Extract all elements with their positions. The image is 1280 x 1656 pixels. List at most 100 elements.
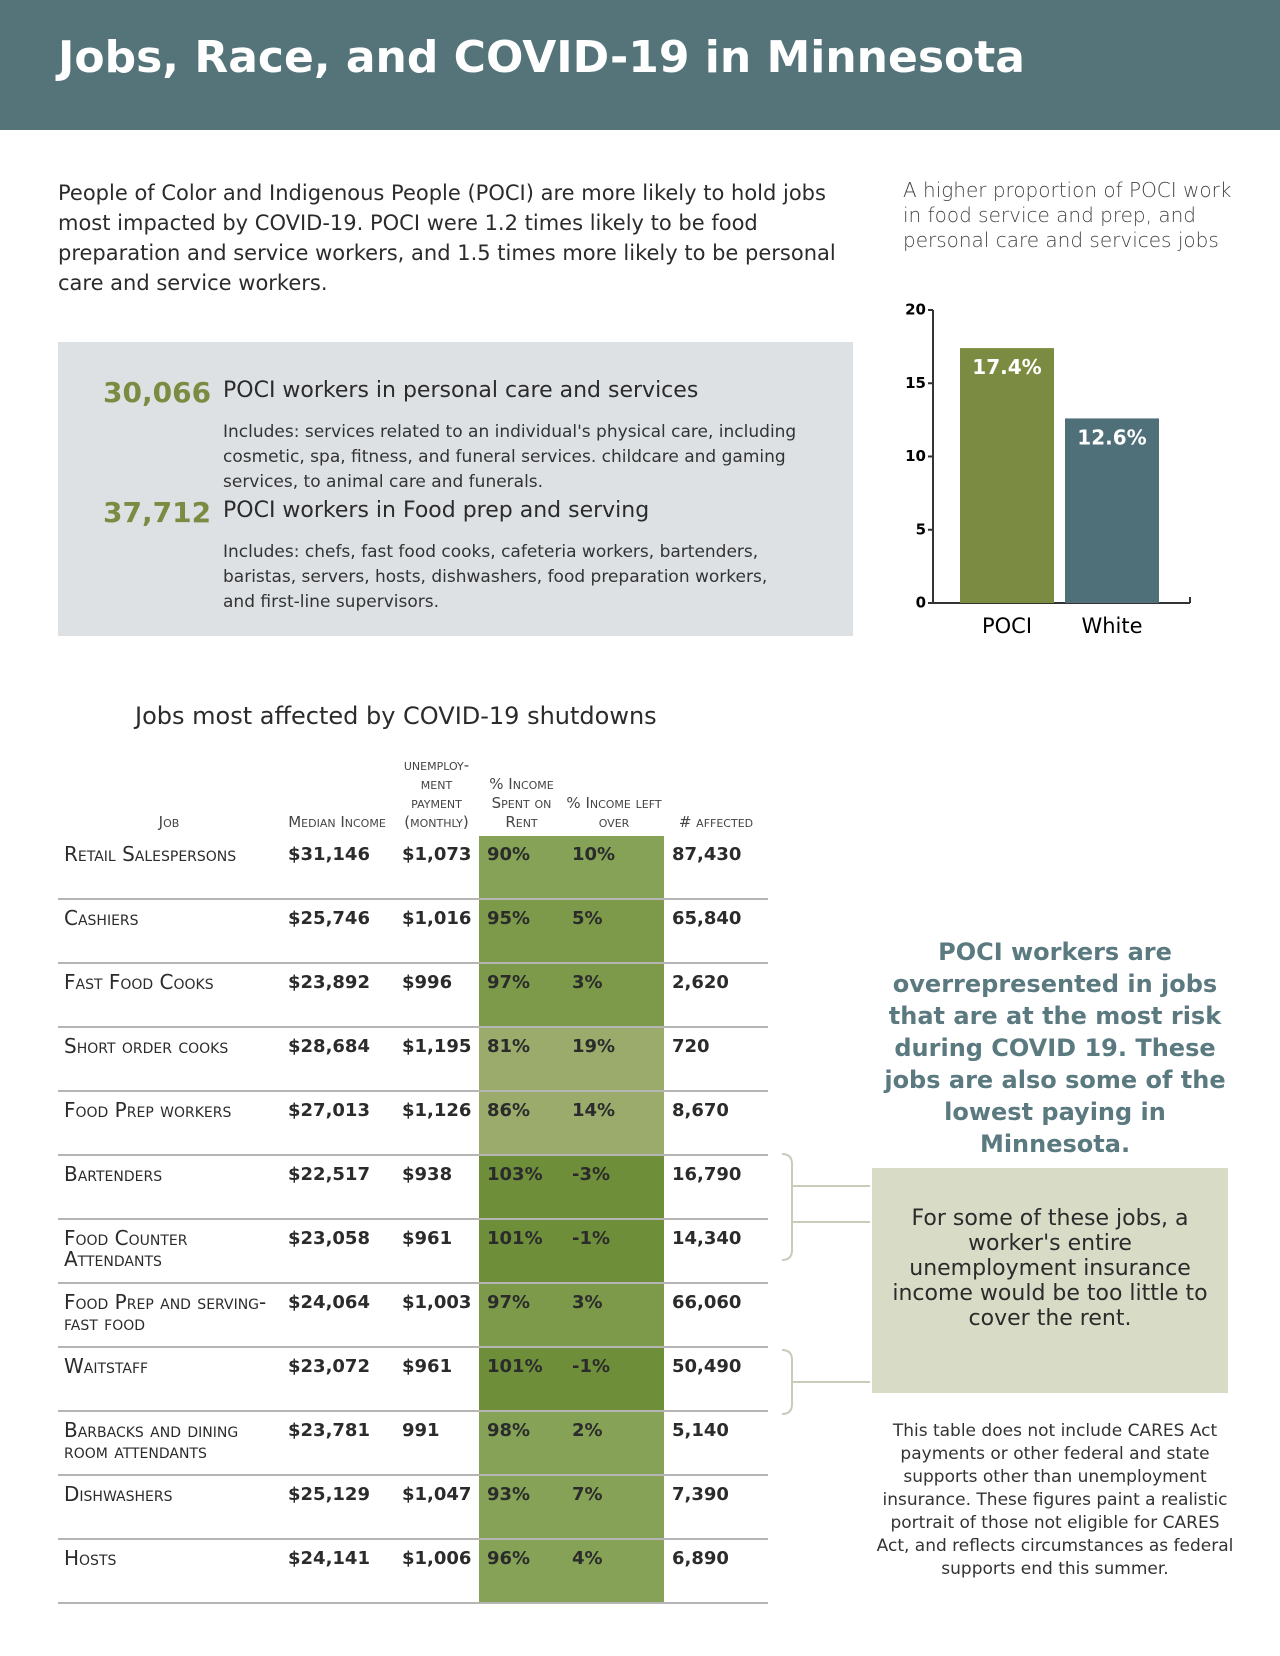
y-tick-label: 5	[916, 520, 926, 538]
job-name: Barbacks and dining room attendants	[58, 1411, 280, 1476]
job-name: Food Counter Attendants	[58, 1219, 280, 1284]
callout-box: For some of these jobs, a worker's entir…	[872, 1168, 1228, 1393]
table-cell: $1,006	[394, 1539, 479, 1604]
table-cell: $1,126	[394, 1091, 479, 1156]
table-cell: $1,073	[394, 836, 479, 900]
table-cell: 10%	[564, 836, 664, 900]
table-cell: 14%	[564, 1091, 664, 1156]
table-row: Barbacks and dining room attendants $23,7…	[58, 1411, 768, 1476]
table-cell: $938	[394, 1155, 479, 1220]
table-cell: 98%	[479, 1411, 564, 1476]
table-cell: $25,746	[280, 899, 394, 964]
table-cell: 86%	[479, 1091, 564, 1156]
table-cell: $23,058	[280, 1219, 394, 1284]
table-row: Food Prep workers $27,013 $1,126 86% 14% 8,67…	[58, 1091, 768, 1156]
table-cell: $1,195	[394, 1027, 479, 1092]
y-tick-label: 10	[905, 447, 926, 465]
stat-label: POCI workers in Food prep and serving	[223, 498, 650, 523]
table-cell: 7%	[564, 1475, 664, 1540]
table-cell: -1%	[564, 1347, 664, 1412]
table-cell: 65,840	[664, 899, 768, 964]
table-row: Dishwashers $25,129 $1,047 93% 7% 7,390	[58, 1475, 768, 1540]
column-header: # affected	[678, 813, 754, 831]
table-cell: $1,016	[394, 899, 479, 964]
y-tick-label: 20	[905, 301, 926, 319]
highlight: POCI workers are overrepresented in jobs…	[884, 938, 1226, 1158]
column-header: % Income Spent on Rent	[489, 775, 554, 831]
table-cell: 5%	[564, 899, 664, 964]
x-tick-label: POCI	[982, 614, 1032, 638]
table-cell: $24,064	[280, 1283, 394, 1348]
table-cell: 5,140	[664, 1411, 768, 1476]
header-row: Job Median Income unemploy-ment payment (m…	[58, 748, 768, 836]
table-cell: $31,146	[280, 836, 394, 900]
table-cell: $24,141	[280, 1539, 394, 1604]
table-cell: 90%	[479, 836, 564, 900]
table-cell: 4%	[564, 1539, 664, 1604]
table-cell: 8,670	[664, 1091, 768, 1156]
table-title: Jobs most affected by COVID-19 shutdowns	[135, 702, 657, 730]
table-cell: 7,390	[664, 1475, 768, 1540]
table-row: Food Prep and serving- fast food $24,064 $…	[58, 1283, 768, 1348]
table-row: Cashiers $25,746 $1,016 95% 5% 65,840	[58, 899, 768, 964]
table-cell: 87,430	[664, 836, 768, 900]
chart-title-box: A higher proportion of POCI work in food…	[903, 178, 1232, 252]
table-cell: 103%	[479, 1155, 564, 1220]
table-cell: 66,060	[664, 1283, 768, 1348]
note: This table does not include CARES Act pa…	[876, 1421, 1234, 1579]
table-cell: 3%	[564, 963, 664, 1028]
job-name: Retail Salespersons	[58, 836, 280, 900]
job-name: Fast Food Cooks	[58, 963, 280, 1028]
table-cell: $28,684	[280, 1027, 394, 1092]
brackets	[781, 1153, 870, 1415]
job-name: Cashiers	[58, 899, 280, 964]
table-row: Hosts $24,141 $1,006 96% 4% 6,890	[58, 1539, 768, 1604]
table-cell: 19%	[564, 1027, 664, 1092]
table-cell: 991	[394, 1411, 479, 1476]
table-cell: $23,892	[280, 963, 394, 1028]
table-row: Fast Food Cooks $23,892 $996 97% 3% 2,620	[58, 963, 768, 1028]
table-cell: 96%	[479, 1539, 564, 1604]
table-cell: $23,072	[280, 1347, 394, 1412]
table-cell: 95%	[479, 899, 564, 964]
table-cell: 101%	[479, 1347, 564, 1412]
table-cell: -3%	[564, 1155, 664, 1220]
job-name: Bartenders	[58, 1155, 280, 1220]
table-cell: $23,781	[280, 1411, 394, 1476]
bar	[960, 348, 1054, 603]
table-row: Short order cooks $28,684 $1,195 81% 19% 720	[58, 1027, 768, 1092]
callout: For some of these jobs, a worker's entir…	[892, 1206, 1208, 1331]
chart-title: A higher proportion of POCI work in food…	[903, 178, 1232, 252]
table-cell: -1%	[564, 1219, 664, 1284]
table-cell: 6,890	[664, 1539, 768, 1604]
value-label: 12.6%	[1077, 425, 1146, 449]
column-header: unemploy-ment payment (monthly)	[403, 756, 470, 831]
table-cell: 50,490	[664, 1347, 768, 1412]
table-cell: $22,517	[280, 1155, 394, 1220]
table: Job Median Income unemploy-ment payment (m…	[58, 748, 768, 1604]
table-cell: 97%	[479, 963, 564, 1028]
y-tick-label: 0	[916, 594, 926, 612]
table-cell: $1,003	[394, 1283, 479, 1348]
table-row: Food Counter Attendants $23,058 $961 101% -1…	[58, 1219, 768, 1284]
stat-description: Includes: services related to an individ…	[223, 422, 797, 492]
table-cell: $996	[394, 963, 479, 1028]
column-header: Job	[158, 813, 180, 831]
table-cell: 720	[664, 1027, 768, 1092]
table-cell: $1,047	[394, 1475, 479, 1540]
table-row: Waitstaff $23,072 $961 101% -1% 50,490	[58, 1347, 768, 1412]
table-row: Bartenders $22,517 $938 103% -3% 16,790	[58, 1155, 768, 1220]
column-header: Median Income	[288, 813, 386, 831]
value-label: 17.4%	[972, 355, 1041, 379]
job-name: Food Prep and serving- fast food	[58, 1283, 280, 1348]
job-name: Waitstaff	[58, 1347, 280, 1412]
table-cell: 81%	[479, 1027, 564, 1092]
title: Jobs, Race, and COVID-19 in Minnesota	[58, 32, 1025, 83]
stat-number: 30,066	[103, 376, 212, 409]
y-tick-label: 15	[905, 374, 926, 392]
table-cell: 97%	[479, 1283, 564, 1348]
intro: People of Color and Indigenous People (P…	[58, 181, 836, 295]
table-cell: $27,013	[280, 1091, 394, 1156]
job-name: Dishwashers	[58, 1475, 280, 1540]
